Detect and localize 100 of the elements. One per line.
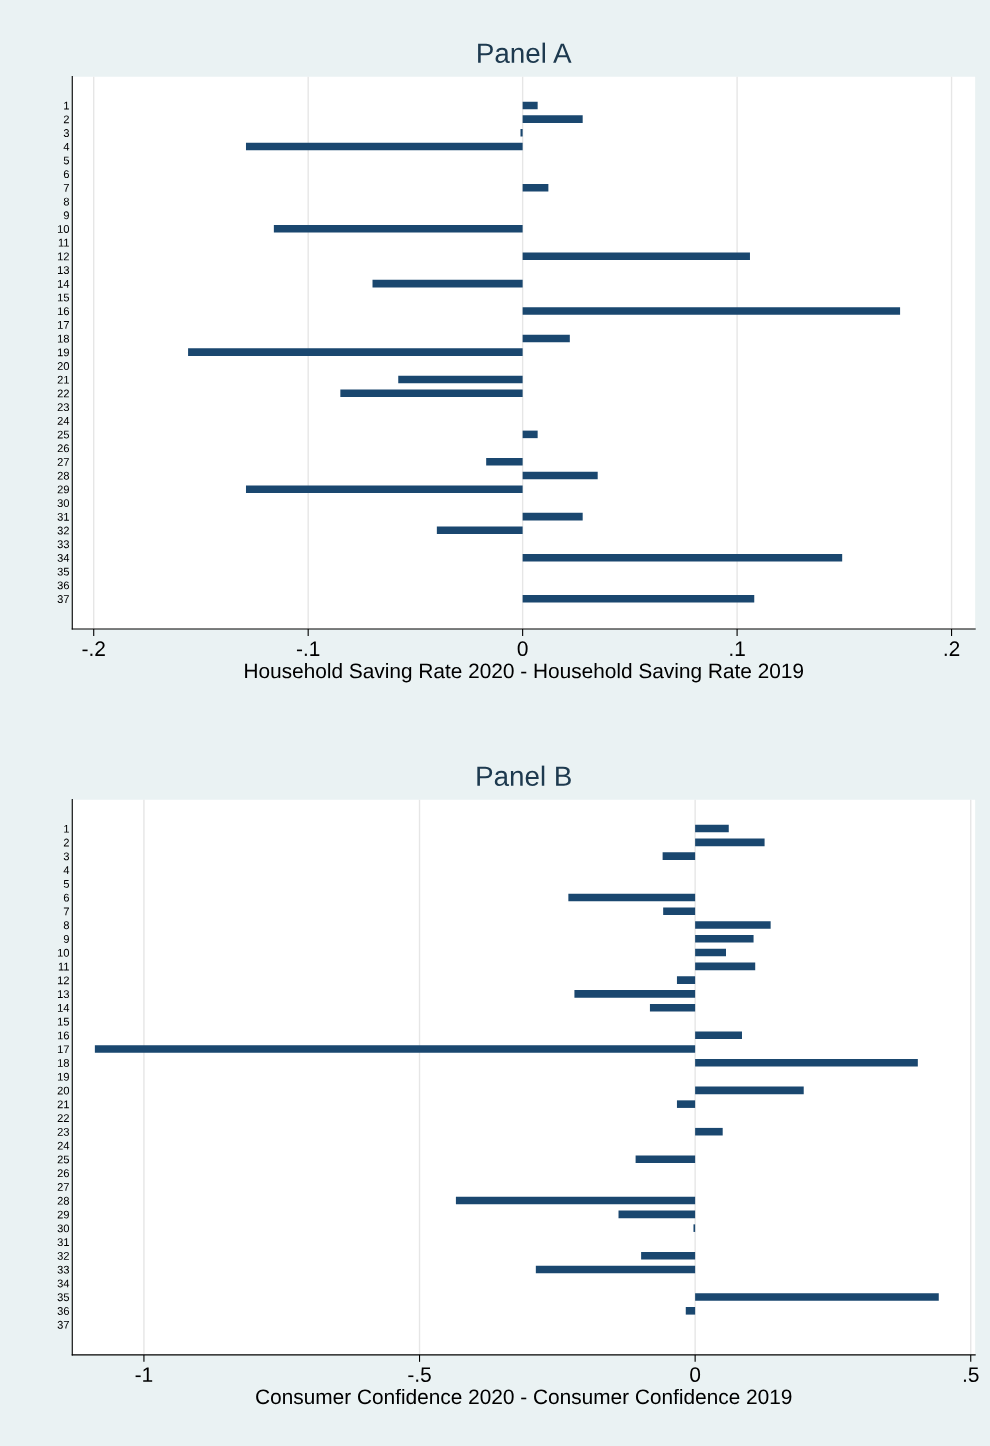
y-tick-label: 33 — [57, 1265, 70, 1274]
y-tick-label: 15 — [57, 1017, 70, 1026]
y-tick-label: 1 — [64, 824, 69, 833]
y-tick-label: 20 — [57, 362, 70, 370]
y-tick-label: 21 — [57, 375, 69, 384]
y-tick-label: 11 — [58, 962, 69, 971]
y-tick-label: 3 — [63, 129, 69, 137]
bar — [662, 852, 696, 860]
y-tick-label: 21 — [57, 1100, 69, 1109]
y-tick-label: 28 — [57, 1196, 70, 1205]
y-tick-label: 31 — [57, 1238, 69, 1247]
y-tick-label: 4 — [63, 142, 70, 151]
bar — [695, 962, 756, 971]
y-tick-label: 31 — [57, 512, 69, 521]
y-tick-label: 16 — [57, 1031, 70, 1040]
y-tick-label: 17 — [57, 1045, 69, 1054]
y-tick-label: 9 — [63, 211, 69, 220]
y-tick-label: 11 — [58, 238, 69, 247]
y-tick-label: 8 — [63, 921, 70, 930]
y-tick-label: 23 — [57, 403, 70, 412]
y-tick-label: 26 — [57, 1169, 70, 1178]
y-tick-label: 25 — [57, 1155, 70, 1164]
bar — [520, 129, 523, 137]
bar — [522, 307, 901, 315]
y-tick-label: 35 — [57, 567, 70, 576]
y-tick-label: 5 — [63, 880, 70, 888]
bar — [273, 225, 523, 233]
bar — [340, 389, 523, 398]
bar — [522, 334, 570, 343]
bar — [455, 1196, 696, 1205]
bar — [522, 512, 583, 521]
bar — [618, 1210, 696, 1219]
bar — [522, 101, 538, 110]
y-tick-label: 4 — [63, 866, 70, 874]
bar — [245, 142, 523, 151]
y-tick-label: 14 — [57, 1004, 70, 1012]
y-tick-label: 22 — [57, 1114, 69, 1122]
x-tick-label: -.5 — [408, 1367, 431, 1383]
x-tick-label: 0 — [517, 641, 528, 657]
bar — [372, 279, 523, 288]
y-tick-label: 33 — [57, 540, 70, 549]
y-tick-label: 29 — [57, 1210, 69, 1219]
x-axis-title: Consumer Confidence 2020 - Consumer Confidence 2019 — [256, 1388, 792, 1405]
bar — [94, 1045, 696, 1053]
y-tick-label: 34 — [57, 1279, 70, 1288]
y-tick-label: 28 — [57, 471, 70, 480]
bar — [522, 471, 598, 480]
y-tick-label: 9 — [63, 935, 69, 943]
y-tick-label: 19 — [57, 348, 69, 357]
y-tick-label: 37 — [57, 1320, 69, 1329]
y-tick-label: 13 — [57, 266, 70, 275]
x-tick-label: .2 — [944, 641, 960, 656]
bar — [676, 976, 696, 984]
bar — [676, 1100, 696, 1108]
y-tick-label: 26 — [57, 444, 70, 453]
y-tick-label: 7 — [63, 184, 69, 192]
bar — [695, 1086, 804, 1095]
bar — [695, 1031, 742, 1040]
y-tick-label: 13 — [57, 990, 70, 999]
y-tick-label: 25 — [57, 430, 70, 439]
bar — [522, 115, 583, 123]
bar — [522, 252, 750, 260]
y-tick-label: 16 — [57, 307, 70, 316]
y-tick-label: 3 — [63, 852, 69, 861]
y-tick-label: 29 — [57, 485, 69, 494]
y-tick-label: 24 — [57, 1141, 70, 1150]
x-tick-label: -.1 — [296, 641, 320, 656]
x-tick-label: .5 — [963, 1367, 979, 1383]
y-tick-label: 10 — [57, 225, 70, 233]
x-tick-label: .1 — [730, 641, 745, 656]
y-tick-label: 35 — [57, 1293, 70, 1302]
y-tick-label: 14 — [57, 279, 70, 288]
x-tick-label: -1 — [135, 1367, 153, 1382]
y-tick-label: 22 — [57, 389, 69, 398]
bar — [695, 1293, 939, 1301]
x-tick-label: -.2 — [82, 641, 105, 656]
bar — [695, 838, 765, 847]
y-tick-label: 17 — [57, 321, 69, 329]
y-tick-label: 32 — [57, 1251, 69, 1260]
y-tick-label: 36 — [57, 1307, 70, 1315]
y-tick-label: 15 — [57, 293, 70, 302]
y-tick-label: 12 — [57, 252, 69, 261]
y-tick-label: 20 — [57, 1086, 70, 1095]
y-tick-label: 27 — [57, 458, 69, 466]
y-tick-label: 36 — [57, 581, 70, 590]
bar — [188, 348, 523, 356]
y-tick-label: 37 — [57, 595, 69, 603]
y-tick-label: 1 — [64, 101, 69, 110]
bar — [685, 1307, 696, 1315]
y-tick-label: 6 — [63, 893, 69, 902]
y-tick-label: 6 — [63, 170, 69, 179]
bar — [695, 1127, 723, 1136]
chart-title: Panel B — [477, 765, 571, 787]
bar — [695, 921, 771, 929]
bar — [695, 935, 754, 943]
y-tick-label: 23 — [57, 1127, 70, 1136]
bar — [695, 948, 726, 957]
bar — [245, 485, 523, 493]
y-tick-label: 2 — [63, 115, 69, 124]
bar — [635, 1155, 696, 1164]
